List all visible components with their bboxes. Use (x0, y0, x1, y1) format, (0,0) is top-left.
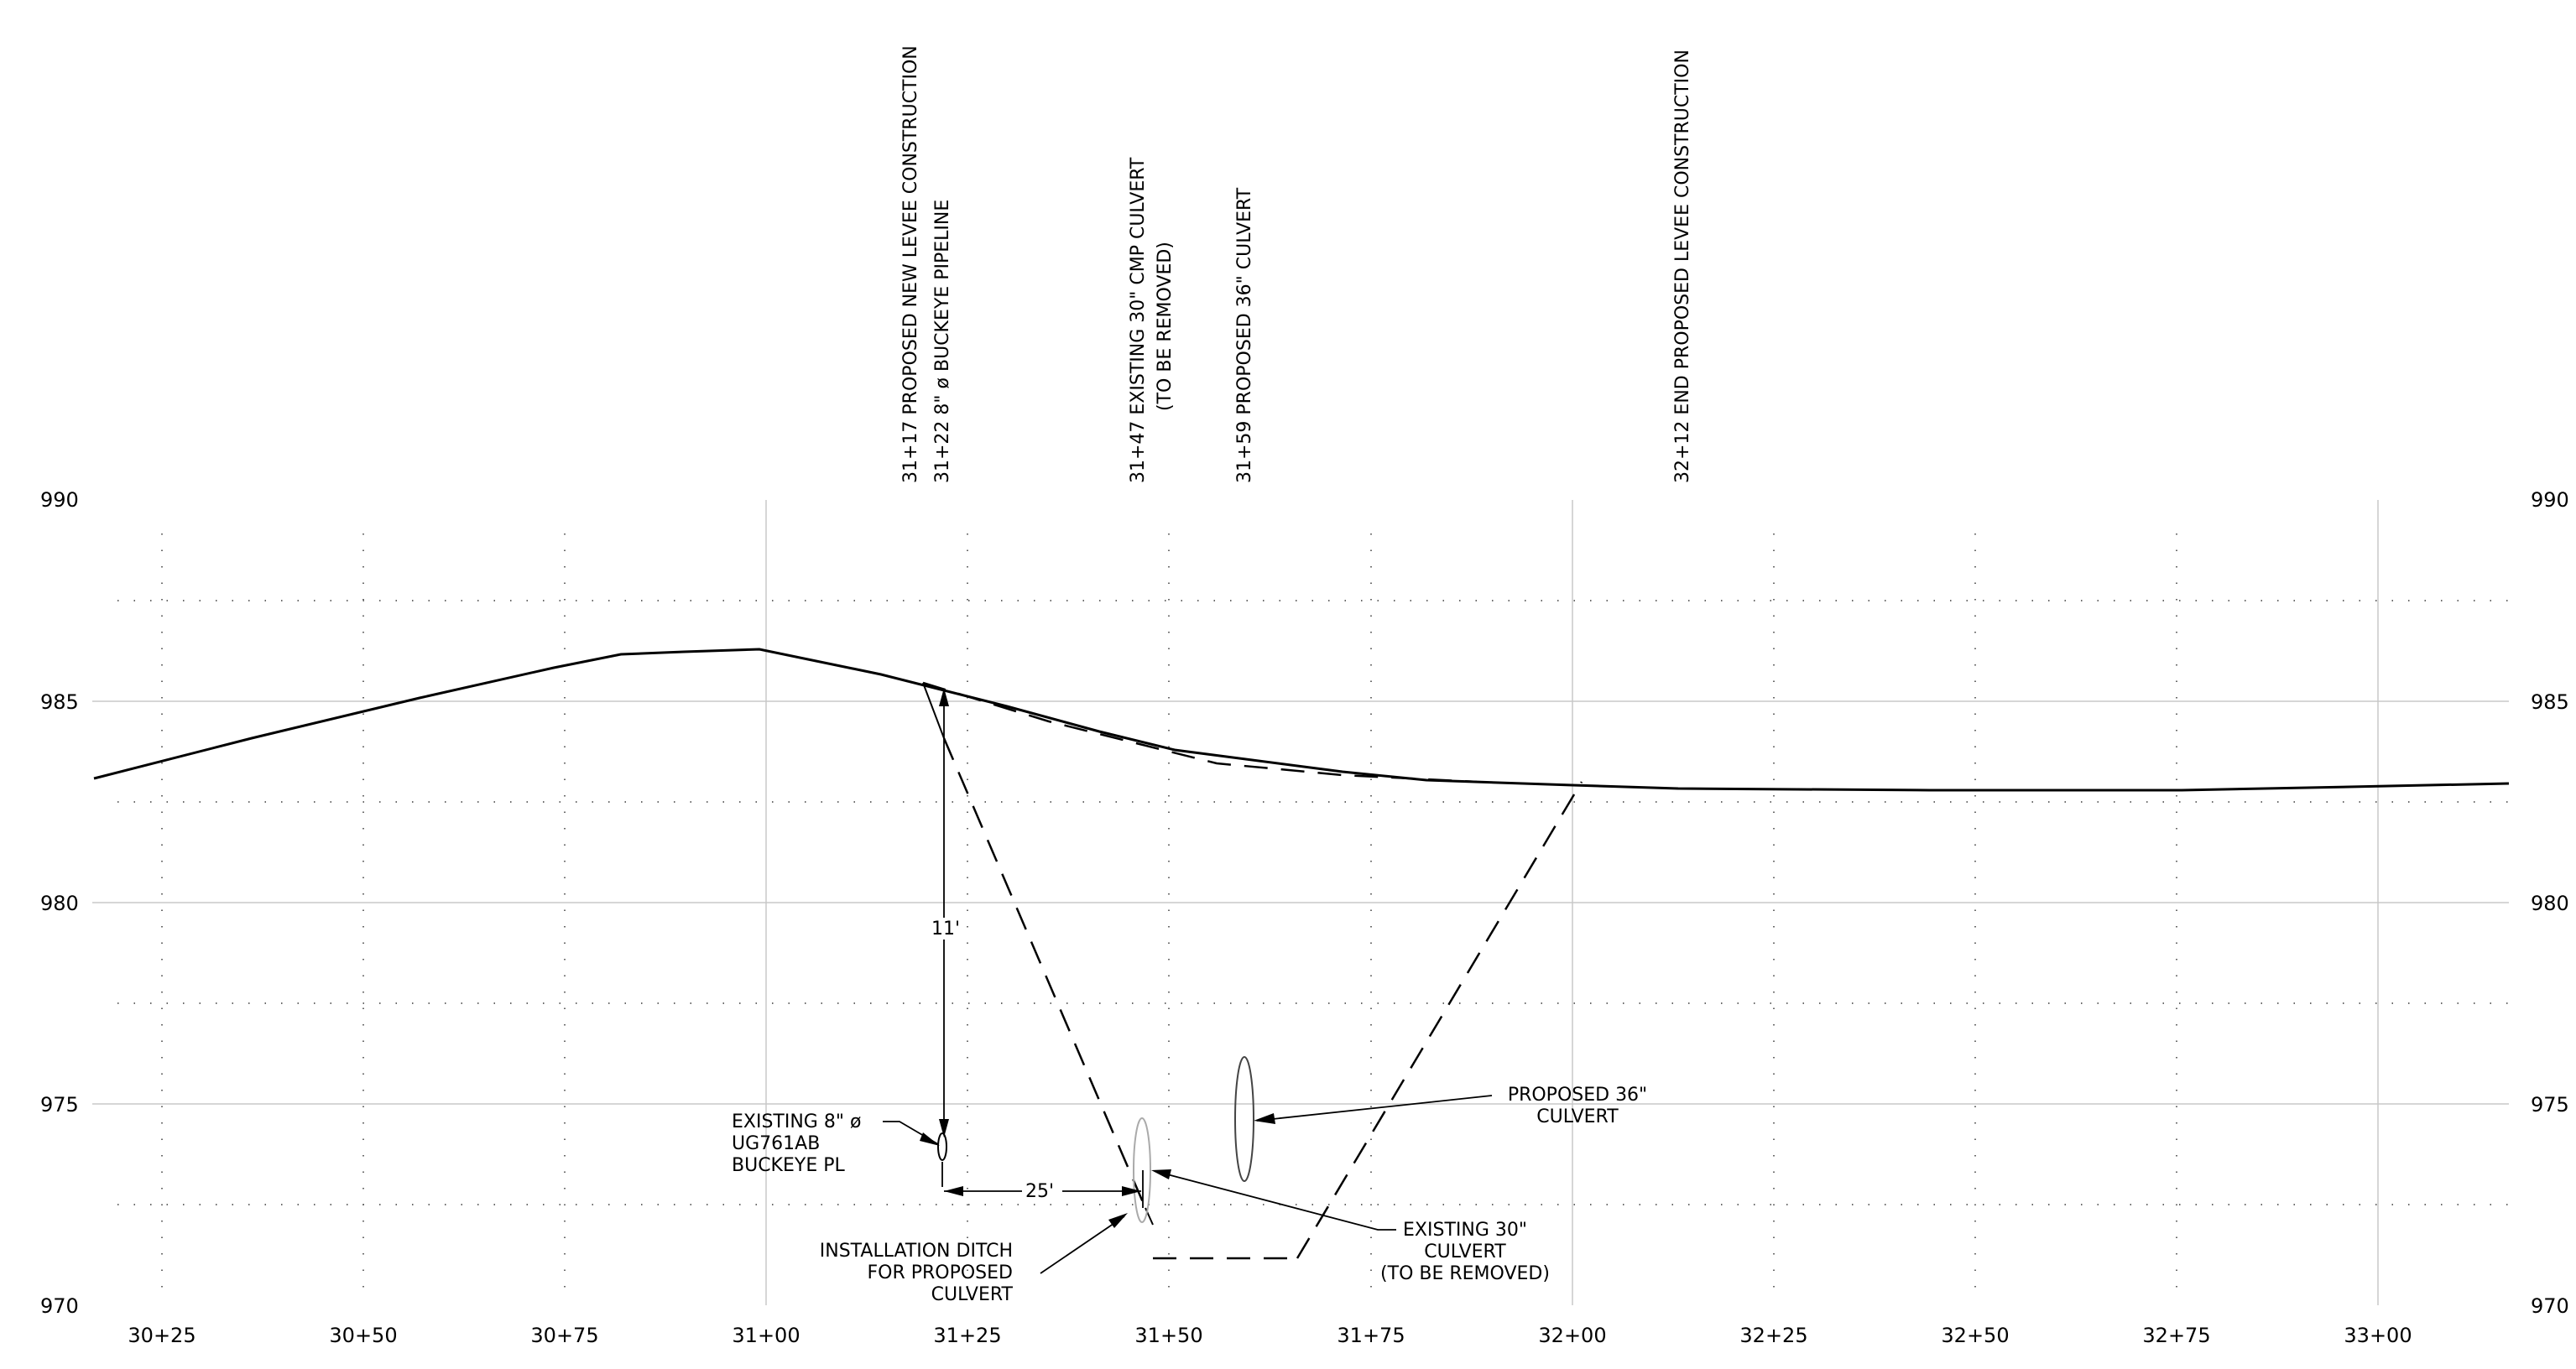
installation-ditch (922, 682, 1583, 1260)
horizontal-dimension: 25' (941, 1162, 1144, 1208)
station-label: 32+25 (1739, 1324, 1807, 1347)
elevation-labels-right: 990 985 980 975 970 (2531, 488, 2569, 1318)
existing-culvert-callout-line-2: CULVERT (1424, 1241, 1506, 1262)
existing-culvert-callout-line-1: EXISTING 30" (1403, 1220, 1527, 1241)
station-label: 30+75 (530, 1324, 598, 1347)
callout-installation-ditch: INSTALLATION DITCH FOR PROPOSED CULVERT (820, 1213, 1128, 1305)
grid-major (92, 500, 2509, 1305)
station-label: 32+00 (1538, 1324, 1606, 1347)
vertical-dimension: 11' (927, 688, 961, 1137)
dimension-25-label: 25' (1025, 1181, 1054, 1202)
station-label: 32+75 (2142, 1324, 2210, 1347)
existing-culvert-callout-line-3: (TO BE REMOVED) (1380, 1263, 1550, 1284)
station-label: 30+25 (128, 1324, 196, 1347)
pipeline-callout-line-3: BUCKEYE PL (732, 1155, 845, 1176)
elevation-labels-left: 990 985 980 975 970 (40, 488, 79, 1318)
buckeye-pipeline-symbol (937, 1132, 947, 1161)
elevation-label-left: 975 (40, 1093, 79, 1117)
annotation-levee-end: 32+12 END PROPOSED LEVEE CONSTRUCTION (1672, 49, 1693, 483)
callout-existing-culvert: EXISTING 30" CULVERT (TO BE REMOVED) (1151, 1169, 1550, 1284)
station-label: 31+25 (933, 1324, 1001, 1347)
annotation-proposed-culvert: 31+59 PROPOSED 36" CULVERT (1234, 187, 1255, 483)
pipeline-callout-line-2: UG761AB (732, 1133, 820, 1154)
ditch-callout-line-2: FOR PROPOSED (867, 1262, 1013, 1283)
existing-30-culvert (1133, 1117, 1151, 1223)
annotation-buckeye-pipeline: 31+22 8" ø BUCKEYE PIPELINE (932, 200, 953, 483)
elevation-label-right: 975 (2531, 1093, 2569, 1117)
pipeline-callout-line-1: EXISTING 8" ø (732, 1111, 861, 1132)
elevation-label-right: 980 (2531, 892, 2569, 915)
station-annotations: 31+17 PROPOSED NEW LEVEE CONSTRUCTION 31… (900, 45, 1693, 483)
ditch-callout-line-3: CULVERT (931, 1284, 1014, 1305)
dimension-11-label: 11' (931, 919, 960, 940)
ditch-callout-line-1: INSTALLATION DITCH (820, 1241, 1013, 1262)
proposed-culvert-callout-line-2: CULVERT (1536, 1106, 1619, 1127)
station-label: 31+50 (1134, 1324, 1202, 1347)
station-label: 30+50 (329, 1324, 397, 1347)
proposed-culvert-callout-line-1: PROPOSED 36" (1508, 1085, 1647, 1106)
elevation-label-left: 970 (40, 1294, 79, 1318)
callout-proposed-culvert: PROPOSED 36" CULVERT (1254, 1085, 1647, 1127)
proposed-levee-line (922, 681, 1478, 783)
elevation-label-right: 970 (2531, 1294, 2569, 1318)
proposed-36-culvert (1234, 1056, 1254, 1182)
station-label: 33+00 (2344, 1324, 2412, 1347)
annotation-existing-culvert-note: (TO BE REMOVED) (1155, 242, 1176, 411)
annotation-existing-culvert: 31+47 EXISTING 30" CMP CULVERT (1128, 157, 1149, 483)
elevation-label-right: 985 (2531, 690, 2569, 714)
elevation-label-left: 985 (40, 690, 79, 714)
elevation-label-left: 980 (40, 892, 79, 915)
station-label: 31+75 (1337, 1324, 1405, 1347)
station-label: 31+00 (732, 1324, 800, 1347)
station-label: 32+50 (1941, 1324, 2009, 1347)
annotation-levee-start: 31+17 PROPOSED NEW LEVEE CONSTRUCTION (900, 45, 921, 483)
elevation-label-right: 990 (2531, 488, 2569, 512)
callout-pipeline: EXISTING 8" ø UG761AB BUCKEYE PL (732, 1111, 940, 1176)
grid-minor (117, 534, 2509, 1288)
station-labels: 30+25 30+50 30+75 31+00 31+25 31+50 31+7… (128, 1324, 2412, 1347)
elevation-label-left: 990 (40, 488, 79, 512)
existing-ground-line (93, 648, 2510, 792)
